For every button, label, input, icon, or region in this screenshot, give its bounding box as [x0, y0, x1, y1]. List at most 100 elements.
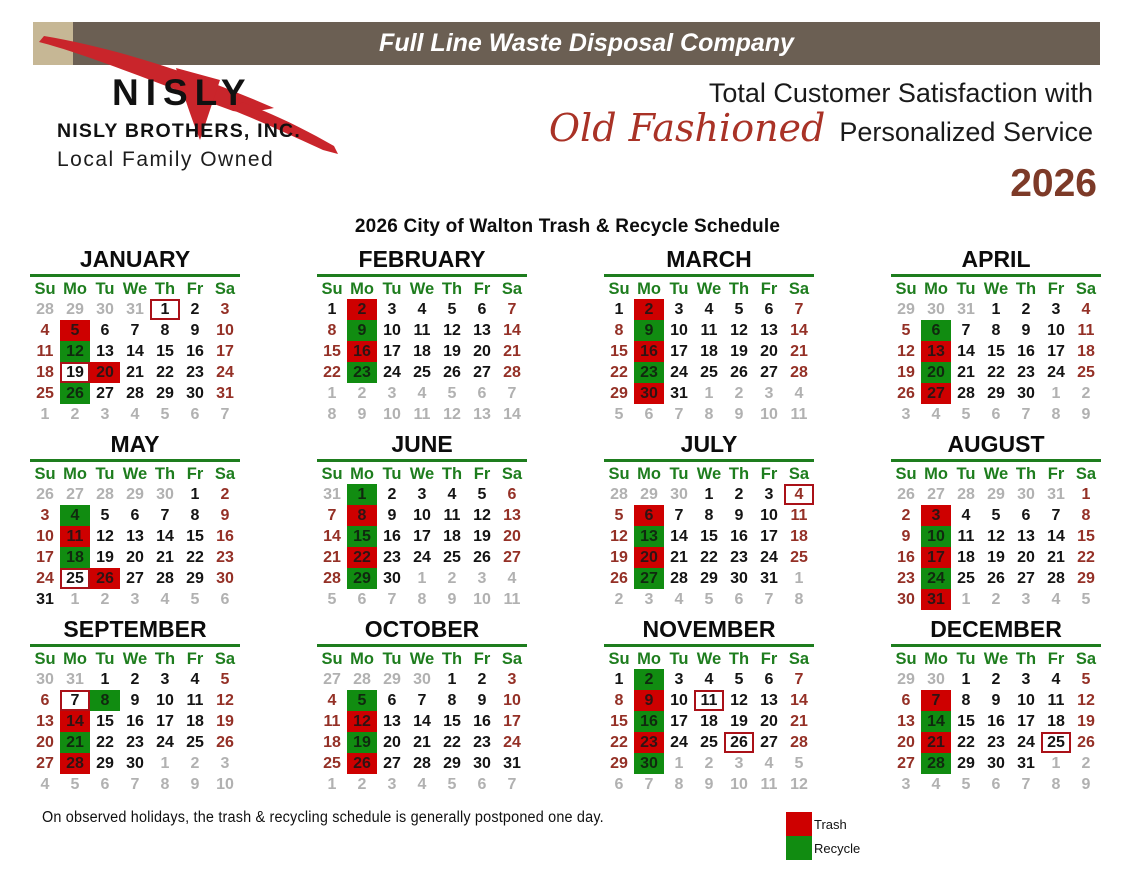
- other-month-day-cell: 2: [1081, 385, 1091, 402]
- year-label: 2026: [1010, 162, 1097, 205]
- other-month-day-cell: 8: [674, 776, 684, 793]
- recycle-day-cell: 14: [921, 711, 951, 732]
- day-of-week-header: Mo: [637, 280, 661, 298]
- holiday-day-cell: 26: [724, 732, 754, 753]
- weekday-cell: 28: [413, 755, 431, 772]
- weekday-cell: 29: [987, 385, 1005, 402]
- other-month-day-cell: 6: [644, 406, 654, 423]
- weekday-cell: 6: [130, 507, 140, 524]
- weekday-cell: 9: [991, 692, 1001, 709]
- weekend-day-cell: 22: [610, 734, 628, 751]
- day-of-week-header: Mo: [350, 465, 374, 483]
- month-january: JANUARY Su Mo Tu We Th Fr Sa 28 29 30 31 1 2 3 4 5 6 7 8 9 10…: [30, 246, 240, 425]
- weekday-cell: 15: [186, 528, 204, 545]
- weekday-cell: 6: [764, 671, 774, 688]
- trash-day-cell: 6: [634, 505, 664, 526]
- day-of-week-header: Su: [608, 280, 630, 298]
- recycle-day-cell: 13: [634, 526, 664, 547]
- weekday-cell: 15: [957, 713, 975, 730]
- other-month-day-cell: 2: [991, 591, 1001, 608]
- weekday-cell: 12: [730, 692, 748, 709]
- weekday-cell: 30: [186, 385, 204, 402]
- weekend-day-cell: 26: [610, 570, 628, 587]
- weekend-day-cell: 2: [901, 507, 911, 524]
- weekend-day-cell: 26: [897, 385, 915, 402]
- month-day-grid: Su Mo Tu We Th Fr Sa 1 2 3 4 5 6 7 8 9 10 11 12 13 14 15 16 17 1…: [604, 279, 814, 425]
- weekday-cell: 25: [413, 364, 431, 381]
- weekend-day-cell: 17: [216, 343, 234, 360]
- other-month-day-cell: 9: [447, 591, 457, 608]
- other-month-day-cell: 6: [190, 406, 200, 423]
- recycle-day-cell: 1: [347, 484, 377, 505]
- weekday-cell: 17: [156, 713, 174, 730]
- weekday-cell: 16: [730, 528, 748, 545]
- weekday-cell: 16: [473, 713, 491, 730]
- weekday-cell: 10: [413, 507, 431, 524]
- weekday-cell: 27: [760, 734, 778, 751]
- weekday-cell: 13: [760, 322, 778, 339]
- weekday-cell: 12: [96, 528, 114, 545]
- other-month-day-cell: 9: [357, 406, 367, 423]
- weekday-cell: 18: [700, 713, 718, 730]
- weekday-cell: 28: [126, 385, 144, 402]
- month-october: OCTOBER Su Mo Tu We Th Fr Sa 27 28 29 30 1 2 3 4 5 6 7 8 9 10…: [317, 616, 527, 795]
- weekday-cell: 18: [443, 528, 461, 545]
- other-month-day-cell: 3: [901, 406, 911, 423]
- weekday-cell: 3: [387, 301, 397, 318]
- weekend-day-cell: 20: [897, 734, 915, 751]
- other-month-day-cell: 4: [40, 776, 50, 793]
- day-of-week-header: Sa: [501, 650, 523, 668]
- weekday-cell: 13: [1017, 528, 1035, 545]
- weekday-cell: 16: [383, 528, 401, 545]
- other-month-day-cell: 28: [96, 486, 114, 503]
- other-month-day-cell: 1: [417, 570, 427, 587]
- other-month-day-cell: 10: [760, 406, 778, 423]
- month-day-grid: Su Mo Tu We Th Fr Sa 1 2 3 4 5 6 7 8 9 10 11 12 13 14 15 16 17 1…: [317, 279, 527, 425]
- personalized-service-text: Personalized Service: [839, 117, 1093, 147]
- weekend-day-cell: 16: [897, 549, 915, 566]
- other-month-day-cell: 26: [897, 486, 915, 503]
- other-month-day-cell: 3: [477, 570, 487, 587]
- weekday-cell: 21: [156, 549, 174, 566]
- weekday-cell: 9: [190, 322, 200, 339]
- weekday-cell: 5: [734, 301, 744, 318]
- day-of-week-header: Tu: [382, 280, 402, 298]
- weekday-cell: 5: [477, 486, 487, 503]
- weekend-day-cell: 11: [36, 343, 54, 360]
- day-of-week-header: Tu: [669, 650, 689, 668]
- other-month-day-cell: 6: [477, 385, 487, 402]
- month-may: MAY Su Mo Tu We Th Fr Sa 26 27 28 29 30 1 2 3 4 5 6 7 8 9 10 11…: [30, 431, 240, 610]
- month-title: MARCH: [666, 246, 752, 272]
- other-month-day-cell: 5: [614, 406, 624, 423]
- weekend-day-cell: 4: [40, 322, 50, 339]
- month-september: SEPTEMBER Su Mo Tu We Th Fr Sa 30 31 1 2 3 4 5 6 7 8 9 10 11…: [30, 616, 240, 795]
- other-month-day-cell: 7: [674, 406, 684, 423]
- recycle-day-cell: 8: [90, 690, 120, 711]
- weekday-cell: 26: [987, 570, 1005, 587]
- weekday-cell: 25: [957, 570, 975, 587]
- month-title-rule: [891, 459, 1101, 462]
- weekday-cell: 11: [700, 322, 718, 339]
- day-of-week-header: Mo: [63, 280, 87, 298]
- month-august: AUGUST Su Mo Tu We Th Fr Sa 26 27 28 29 30 31 1 2 3 4 5 6 7 8…: [891, 431, 1101, 610]
- weekday-cell: 7: [674, 507, 684, 524]
- other-month-day-cell: 5: [447, 776, 457, 793]
- weekday-cell: 31: [670, 385, 688, 402]
- other-month-day-cell: 11: [503, 591, 521, 608]
- day-of-week-header: We: [983, 280, 1009, 298]
- other-month-day-cell: 28: [36, 301, 54, 318]
- other-month-day-cell: 31: [66, 671, 84, 688]
- recycle-day-cell: 30: [634, 753, 664, 774]
- weekend-day-cell: 23: [216, 549, 234, 566]
- weekday-cell: 3: [160, 671, 170, 688]
- legend-label: Recycle: [814, 840, 861, 856]
- day-of-week-header: Th: [154, 280, 176, 298]
- recycle-day-cell: 4: [60, 505, 90, 526]
- weekend-day-cell: 14: [323, 528, 341, 545]
- other-month-day-cell: 27: [323, 671, 341, 688]
- weekend-day-cell: 12: [897, 343, 915, 360]
- weekday-cell: 19: [730, 343, 748, 360]
- day-of-week-header: Tu: [95, 465, 115, 483]
- legend-label: Trash: [814, 816, 847, 832]
- weekday-cell: 7: [961, 322, 971, 339]
